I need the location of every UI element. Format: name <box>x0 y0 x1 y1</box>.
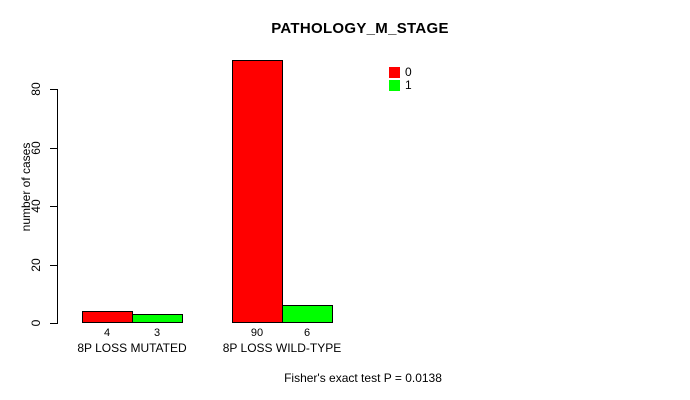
y-tick-label: 20 <box>29 258 43 272</box>
y-tick-label: 40 <box>29 199 43 213</box>
bar-0 <box>82 311 133 323</box>
bar-value-label: 4 <box>103 327 111 339</box>
y-axis-line <box>57 89 58 324</box>
y-tick-mark <box>50 206 57 207</box>
legend-label: 0 <box>405 65 412 79</box>
legend-item: 0 <box>389 66 412 78</box>
y-tick-mark <box>50 265 57 266</box>
fisher-test-annotation: Fisher's exact test P = 0.0138 <box>284 371 442 385</box>
y-tick-mark <box>50 89 57 90</box>
y-tick-label: 80 <box>29 82 43 96</box>
legend-swatch <box>389 66 400 78</box>
y-tick-mark <box>50 148 57 149</box>
bar-0 <box>232 60 283 323</box>
bar-1 <box>282 305 333 323</box>
bar-1 <box>132 314 183 323</box>
legend-label: 1 <box>405 78 412 92</box>
y-tick-label: 60 <box>29 141 43 155</box>
bar-value-label: 3 <box>153 327 161 339</box>
category-label: 8P LOSS MUTATED <box>77 341 187 355</box>
category-label: 8P LOSS WILD-TYPE <box>222 341 342 355</box>
y-tick-mark <box>50 323 57 324</box>
legend-item: 1 <box>389 79 412 91</box>
y-tick-label: 0 <box>29 319 43 327</box>
chart-title: PATHOLOGY_M_STAGE <box>271 20 449 37</box>
legend-swatch <box>389 79 400 91</box>
bar-value-label: 6 <box>303 327 311 339</box>
bar-value-label: 90 <box>250 327 264 339</box>
